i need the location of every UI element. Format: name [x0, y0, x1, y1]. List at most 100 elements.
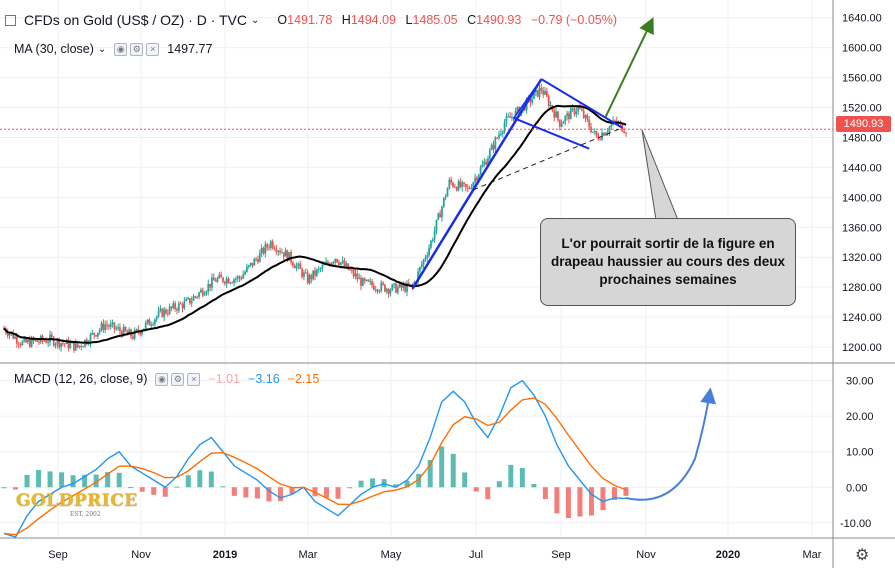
time-tick-label: 2019 [213, 549, 237, 561]
candle-body [56, 339, 59, 345]
macd-histogram-bar [554, 487, 560, 514]
candle-body [363, 278, 366, 281]
candle-body [553, 110, 556, 118]
macd-signal-value: −2.15 [287, 372, 320, 386]
chevron-down-icon[interactable]: ⌄ [97, 43, 107, 55]
candle-body [183, 300, 186, 309]
candle-body [466, 187, 469, 189]
candle-body [442, 197, 445, 207]
candle-body [562, 121, 565, 124]
candle-body [557, 111, 559, 120]
macd-histogram-bar [404, 480, 410, 488]
close-icon[interactable]: × [146, 42, 160, 56]
eye-icon[interactable]: ◉ [114, 42, 128, 56]
candle-body [558, 119, 561, 127]
candle-body [6, 332, 9, 336]
collapse-icon[interactable] [5, 14, 16, 26]
candle-body [606, 131, 609, 134]
candle-body [209, 283, 212, 288]
macd-histogram-bar [47, 471, 53, 488]
macd-histogram-bar [439, 446, 445, 488]
macd-histogram-bar [289, 487, 295, 494]
candle-body [402, 285, 405, 288]
candle-body [365, 279, 368, 281]
flag-left-line [513, 78, 542, 119]
price-tick-label: 1240.00 [842, 312, 882, 324]
gear-icon[interactable]: ⚙ [171, 372, 185, 386]
candle-body [258, 252, 261, 263]
candle-body [172, 303, 175, 308]
candle-body [122, 326, 125, 337]
candle-body [85, 339, 88, 344]
candle-body [347, 263, 350, 270]
candle-body [623, 131, 626, 133]
candle-body [382, 282, 384, 285]
price-tick-label: 1440.00 [842, 162, 882, 174]
candle-body [319, 268, 322, 270]
macd-histogram-bar [70, 475, 76, 488]
candle-body [177, 303, 180, 311]
candle-body [166, 313, 169, 315]
candle-body [476, 177, 478, 181]
symbol-header[interactable]: CFDs on Gold (US$ / OZ) · D · TVC ⌄ O149… [0, 10, 623, 30]
time-tick-label: Jul [469, 549, 483, 561]
macd-histogram-bar [485, 487, 491, 500]
candle-body [352, 269, 355, 277]
ma-legend-label[interactable]: MA (30, close) [14, 42, 94, 56]
candle-body [345, 263, 348, 266]
candle-body [374, 289, 377, 291]
macd-histogram-bar [36, 469, 42, 488]
candle-body [234, 278, 237, 280]
candle-body [299, 263, 302, 269]
candle-body [27, 339, 29, 343]
candle-body [358, 277, 361, 280]
candle-body [516, 107, 519, 111]
macd-legend-label[interactable]: MACD (12, 26, close, 9) [14, 372, 148, 386]
macd-tick-label: 0.00 [846, 482, 867, 494]
candle-body [371, 281, 373, 286]
price-tick-label: 1600.00 [842, 43, 882, 55]
goldprice-logo: GOLDPRICE [16, 491, 138, 511]
candle-body [367, 279, 370, 282]
candle-body [424, 257, 427, 260]
candle-body [194, 296, 197, 298]
close-icon[interactable]: × [187, 372, 201, 386]
candle-body [496, 137, 499, 139]
symbol-title[interactable]: CFDs on Gold (US$ / OZ) · D · TVC [24, 12, 247, 28]
candle-body [566, 113, 569, 117]
candle-body [21, 341, 24, 346]
macd-histogram-bar [1, 487, 7, 489]
candle-body [25, 337, 27, 343]
macd-tick-label: 30.00 [846, 376, 874, 388]
candle-body [474, 177, 477, 183]
macd-histogram-bar [358, 480, 364, 488]
candle-body [98, 329, 101, 333]
candle-body [604, 133, 607, 136]
candle-body [23, 337, 26, 342]
candle-body [179, 303, 182, 305]
candle-body [126, 330, 129, 334]
settings-gear-icon[interactable]: ⚙ [855, 547, 870, 564]
candle-body [545, 91, 548, 97]
candle-body [277, 250, 280, 252]
candle-body [499, 133, 502, 135]
annotation-callout[interactable]: L'or pourrait sortir de la figure en dra… [540, 218, 796, 306]
eye-icon[interactable]: ◉ [155, 372, 169, 386]
candle-body [380, 282, 383, 291]
candle-body [494, 137, 497, 150]
candle-body [45, 340, 48, 343]
macd-legend[interactable]: MACD (12, 26, close, 9) ◉ ⚙ × −1.01 −3.1… [14, 371, 319, 387]
candle-body [266, 244, 269, 248]
ma-legend[interactable]: MA (30, close) ⌄ ◉ ⚙ × 1497.77 [14, 41, 212, 57]
macd-histogram-bar [588, 487, 594, 516]
candle-body [131, 336, 134, 339]
candle-body [271, 241, 274, 249]
change-value: −0.79 (−0.05%) [530, 13, 617, 27]
chevron-down-icon[interactable]: ⌄ [251, 14, 260, 26]
candle-body [15, 336, 18, 344]
macd-hist-value: −1.01 [208, 372, 241, 386]
candle-body [38, 341, 40, 343]
gear-icon[interactable]: ⚙ [130, 42, 144, 56]
